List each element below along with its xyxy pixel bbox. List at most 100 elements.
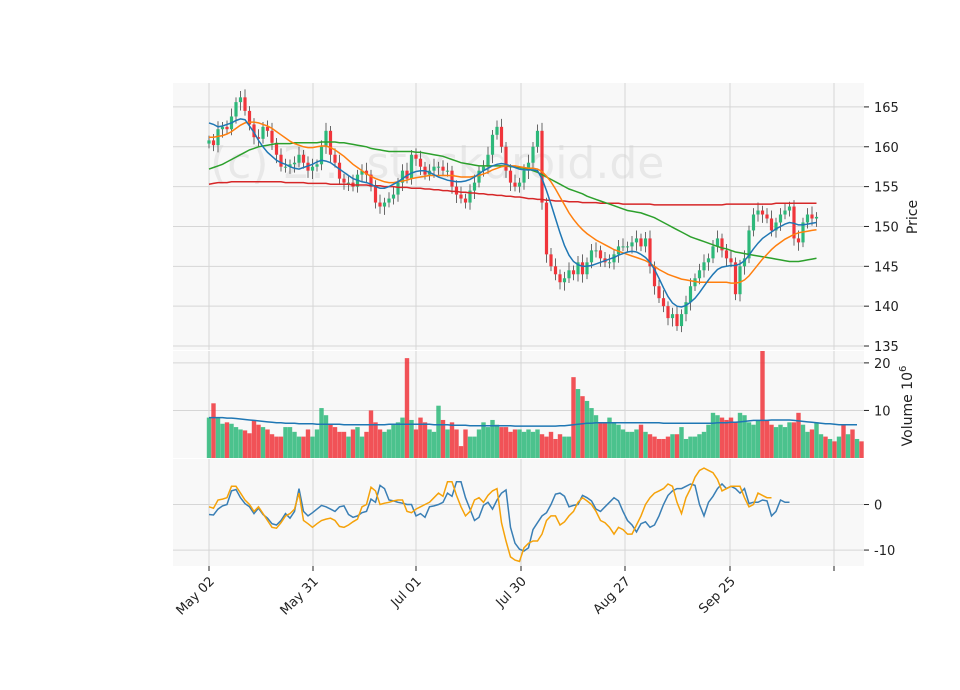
candle-body bbox=[450, 170, 454, 187]
volume-bar bbox=[701, 431, 707, 458]
candle-body bbox=[238, 97, 243, 103]
candle bbox=[499, 118, 504, 153]
candle-body bbox=[396, 182, 400, 195]
candle-body bbox=[333, 154, 337, 163]
candle-body bbox=[418, 158, 423, 167]
candle-body bbox=[337, 162, 342, 179]
price-y-ticks: 135 140 145 150 155 160 165 bbox=[864, 101, 899, 355]
volume-bar bbox=[364, 431, 369, 458]
volume-bar bbox=[751, 424, 756, 458]
volume-bar bbox=[697, 434, 702, 458]
volume-bar bbox=[368, 410, 374, 458]
candle-body bbox=[553, 266, 558, 275]
volume-bar bbox=[688, 436, 693, 458]
volume-bar bbox=[337, 431, 342, 458]
candle bbox=[607, 254, 612, 269]
volume-bar bbox=[710, 412, 716, 458]
candle bbox=[747, 225, 751, 264]
volume-bar bbox=[566, 436, 572, 458]
candle-body bbox=[711, 246, 715, 259]
candle bbox=[364, 162, 369, 184]
candle bbox=[639, 233, 643, 252]
candle-body bbox=[220, 126, 225, 130]
volume-bar bbox=[485, 427, 491, 458]
volume-y-ticks: 10 20 bbox=[864, 357, 891, 419]
candle bbox=[625, 241, 630, 253]
candle bbox=[634, 230, 639, 251]
candle bbox=[585, 257, 589, 280]
x-tick-label: May 02 bbox=[174, 574, 218, 618]
candle bbox=[297, 146, 301, 168]
volume-bar bbox=[539, 434, 545, 458]
volume-bar bbox=[620, 429, 626, 458]
candle bbox=[274, 137, 279, 164]
candle bbox=[283, 158, 288, 173]
candle bbox=[225, 120, 229, 135]
candle bbox=[738, 259, 742, 302]
volume-bar bbox=[598, 422, 603, 458]
candle-body bbox=[346, 182, 351, 184]
candle bbox=[666, 301, 670, 326]
candle bbox=[589, 243, 594, 269]
candle-body bbox=[256, 137, 261, 139]
candle bbox=[643, 232, 648, 253]
candle-body bbox=[283, 166, 288, 168]
candle-body bbox=[724, 250, 729, 259]
candle-body bbox=[297, 154, 301, 163]
candle bbox=[715, 230, 720, 253]
candle bbox=[742, 250, 747, 275]
candle bbox=[531, 141, 535, 168]
candle-body bbox=[774, 222, 778, 231]
candle-body bbox=[639, 238, 643, 247]
candle bbox=[567, 262, 571, 284]
candle bbox=[324, 122, 328, 154]
candle bbox=[243, 89, 247, 116]
candle-body bbox=[261, 126, 265, 139]
candle bbox=[526, 154, 531, 180]
candle bbox=[373, 180, 378, 209]
candle-body bbox=[373, 186, 378, 203]
candle bbox=[612, 249, 616, 270]
candle bbox=[540, 122, 544, 210]
candle-body bbox=[540, 130, 544, 203]
volume-bar bbox=[652, 436, 657, 458]
candle bbox=[378, 194, 382, 214]
volume-bar bbox=[301, 436, 306, 458]
volume-bar bbox=[553, 438, 558, 458]
candle bbox=[594, 242, 598, 258]
volume-bar bbox=[706, 424, 711, 458]
volume-bar bbox=[476, 429, 482, 458]
volume-bar bbox=[814, 422, 819, 458]
candle bbox=[756, 202, 760, 222]
candle-body bbox=[432, 166, 436, 171]
candle bbox=[234, 97, 238, 124]
volume-bar bbox=[355, 427, 360, 458]
volume-bar bbox=[427, 429, 432, 458]
candle-body bbox=[796, 238, 801, 243]
volume-bar bbox=[274, 436, 279, 458]
volume-bar bbox=[323, 415, 329, 458]
candle-body bbox=[616, 246, 621, 255]
volume-bar bbox=[611, 422, 617, 458]
volume-bar bbox=[422, 422, 428, 458]
volume-bar bbox=[400, 417, 405, 458]
candle-body bbox=[310, 166, 315, 171]
volume-bar bbox=[350, 429, 356, 458]
candle-body bbox=[661, 298, 666, 307]
volume-bar bbox=[386, 429, 392, 458]
candle-body bbox=[477, 170, 481, 183]
volume-bar bbox=[805, 431, 810, 458]
signal-line bbox=[208, 467, 772, 563]
candle-body bbox=[643, 238, 648, 247]
y-tick-label: 165 bbox=[874, 101, 899, 116]
candle-body bbox=[216, 129, 220, 146]
volume-bar bbox=[215, 417, 221, 458]
candle-body bbox=[486, 154, 490, 167]
macd-lines bbox=[208, 467, 790, 563]
volume-bar bbox=[787, 422, 792, 458]
volume-bar bbox=[305, 429, 311, 458]
candle-body bbox=[445, 170, 450, 172]
candle-body bbox=[630, 242, 634, 247]
candle bbox=[256, 129, 261, 148]
